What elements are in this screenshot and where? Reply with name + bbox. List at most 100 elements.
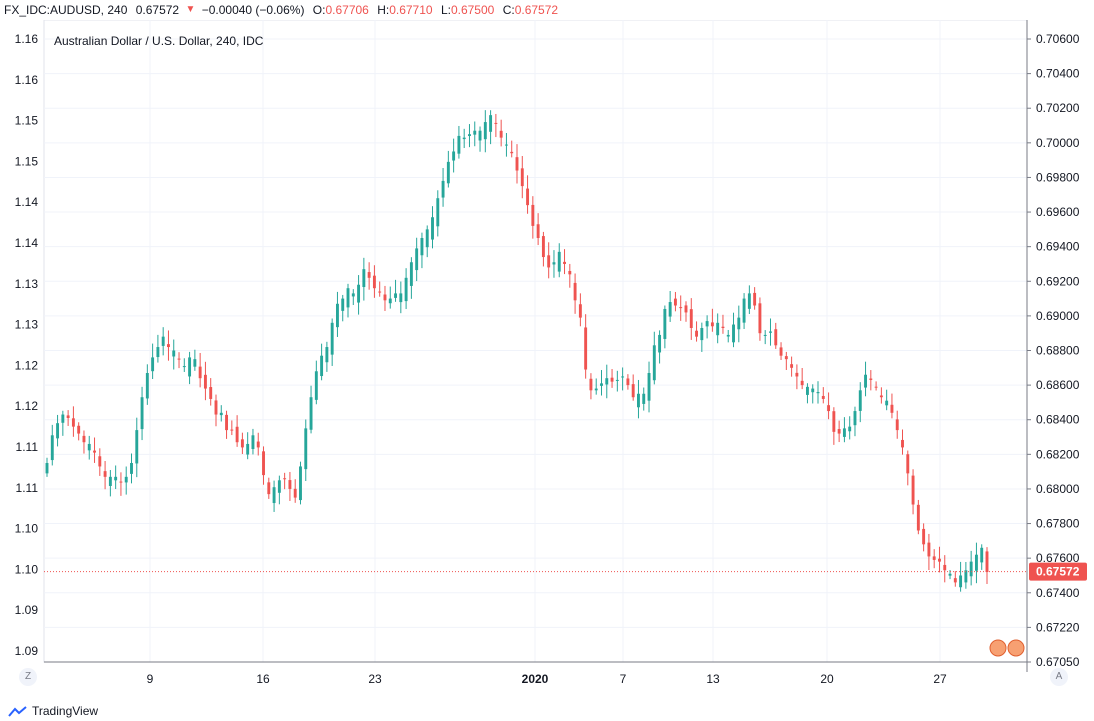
candle-body <box>468 134 471 137</box>
open-label: O: <box>312 3 326 17</box>
candle-body <box>267 482 271 495</box>
candle-body <box>441 180 445 198</box>
candle-body <box>262 451 265 476</box>
candle-body <box>119 481 123 483</box>
candle-body <box>415 248 419 271</box>
left-axis-label: 1.12 <box>15 358 39 372</box>
candle-body <box>124 476 128 483</box>
candle-body <box>50 435 54 461</box>
candle-body <box>140 397 144 430</box>
down-arrow-icon: ▼ <box>185 4 196 15</box>
candle-body <box>87 443 91 451</box>
right-axis-label: 0.68000 <box>1036 482 1080 496</box>
candle-body <box>552 262 556 265</box>
candle-body <box>272 487 276 504</box>
right-axis-label: 0.70600 <box>1036 32 1080 46</box>
right-axis-label: 0.70000 <box>1036 136 1080 150</box>
candle-body <box>652 345 656 381</box>
footer-brand[interactable]: TradingView <box>8 702 98 720</box>
candle-body <box>742 298 746 323</box>
candle-body <box>721 326 725 329</box>
candle-body <box>784 356 788 360</box>
price-chart[interactable]: 0.70600 0.70400 0.70200 0.70000 0.69800 0.696… <box>0 20 1094 692</box>
candle-body <box>647 372 651 401</box>
candle-body <box>404 277 408 302</box>
candle-body <box>388 298 392 304</box>
candle-body <box>980 547 984 563</box>
candle-body <box>161 336 165 346</box>
candle-body <box>716 322 720 336</box>
auto-scale-button[interactable]: A <box>1050 668 1068 686</box>
high-value: 0.67710 <box>389 3 433 17</box>
candle-body <box>832 411 836 432</box>
candle-body <box>584 327 588 370</box>
candle-body <box>938 558 941 562</box>
candle-body <box>842 428 846 437</box>
candle-body <box>943 564 947 571</box>
candle-body <box>895 419 899 431</box>
candle-body <box>367 272 371 278</box>
candle-body <box>145 372 149 399</box>
left-axis-label: 1.12 <box>15 399 39 413</box>
left-axis-label: 1.13 <box>15 277 39 291</box>
left-axis-label: 1.09 <box>15 644 39 658</box>
candle-body <box>225 414 229 431</box>
candle-body <box>56 423 60 439</box>
candle-body <box>769 331 772 333</box>
left-axis-label: 1.10 <box>15 522 39 536</box>
candle-body <box>610 377 614 382</box>
left-axis-label: 1.09 <box>15 603 39 617</box>
event-flag-icon <box>989 639 1007 657</box>
candle-body <box>230 429 234 431</box>
candle-body <box>726 334 730 337</box>
candle-body <box>172 350 176 357</box>
candle-body <box>446 161 450 184</box>
high-label: H: <box>377 3 390 17</box>
candle-body <box>383 294 387 301</box>
candle-body <box>869 378 873 380</box>
candle-body <box>510 151 514 154</box>
candle-body <box>848 426 852 432</box>
candle-body <box>351 293 355 297</box>
candle-body <box>568 270 572 275</box>
candle-body <box>779 347 783 356</box>
tradingview-logo-icon <box>8 706 27 717</box>
candle-body <box>763 334 767 336</box>
symbol-label[interactable]: FX_IDC:AUDUSD, 240 <box>4 3 128 17</box>
candle-body <box>668 302 672 317</box>
candle-body <box>494 122 498 124</box>
candle-body <box>922 528 926 545</box>
candle-body <box>378 291 382 293</box>
left-axis-label: 1.13 <box>15 318 39 332</box>
x-axis-label: 16 <box>256 672 270 686</box>
close-label: C: <box>502 3 515 17</box>
candle-body <box>394 293 397 298</box>
candle-body <box>700 328 704 341</box>
right-axis-label: 0.68800 <box>1036 344 1080 358</box>
candle-body <box>837 429 841 434</box>
candle-body <box>489 115 493 132</box>
candle-body <box>277 480 281 493</box>
brand-name: TradingView <box>32 704 99 718</box>
left-axis-label: 1.16 <box>15 32 39 46</box>
candle-body <box>578 304 582 318</box>
candle-body <box>108 476 112 486</box>
candle-body <box>536 224 540 239</box>
left-scale-toggle-button[interactable]: Z <box>19 668 37 686</box>
x-axis-label: 7 <box>620 672 627 686</box>
right-axis-label: 0.67400 <box>1036 586 1080 600</box>
candle-body <box>953 578 957 583</box>
event-flag-icon <box>1007 639 1025 657</box>
candle-body <box>209 387 213 399</box>
candle-body <box>573 282 577 301</box>
candle-body <box>901 439 904 448</box>
candle-body <box>214 400 218 415</box>
candle-body <box>515 157 519 171</box>
candle-body <box>673 298 677 306</box>
candle-body <box>299 466 302 501</box>
candle-body <box>45 462 49 474</box>
candle-body <box>557 251 561 272</box>
chart-header: FX_IDC:AUDUSD, 240 0.67572 ▼ −0.00040 (−… <box>0 0 1094 20</box>
right-axis-label: 0.67800 <box>1036 517 1080 531</box>
right-axis-label: 0.69800 <box>1036 170 1080 184</box>
